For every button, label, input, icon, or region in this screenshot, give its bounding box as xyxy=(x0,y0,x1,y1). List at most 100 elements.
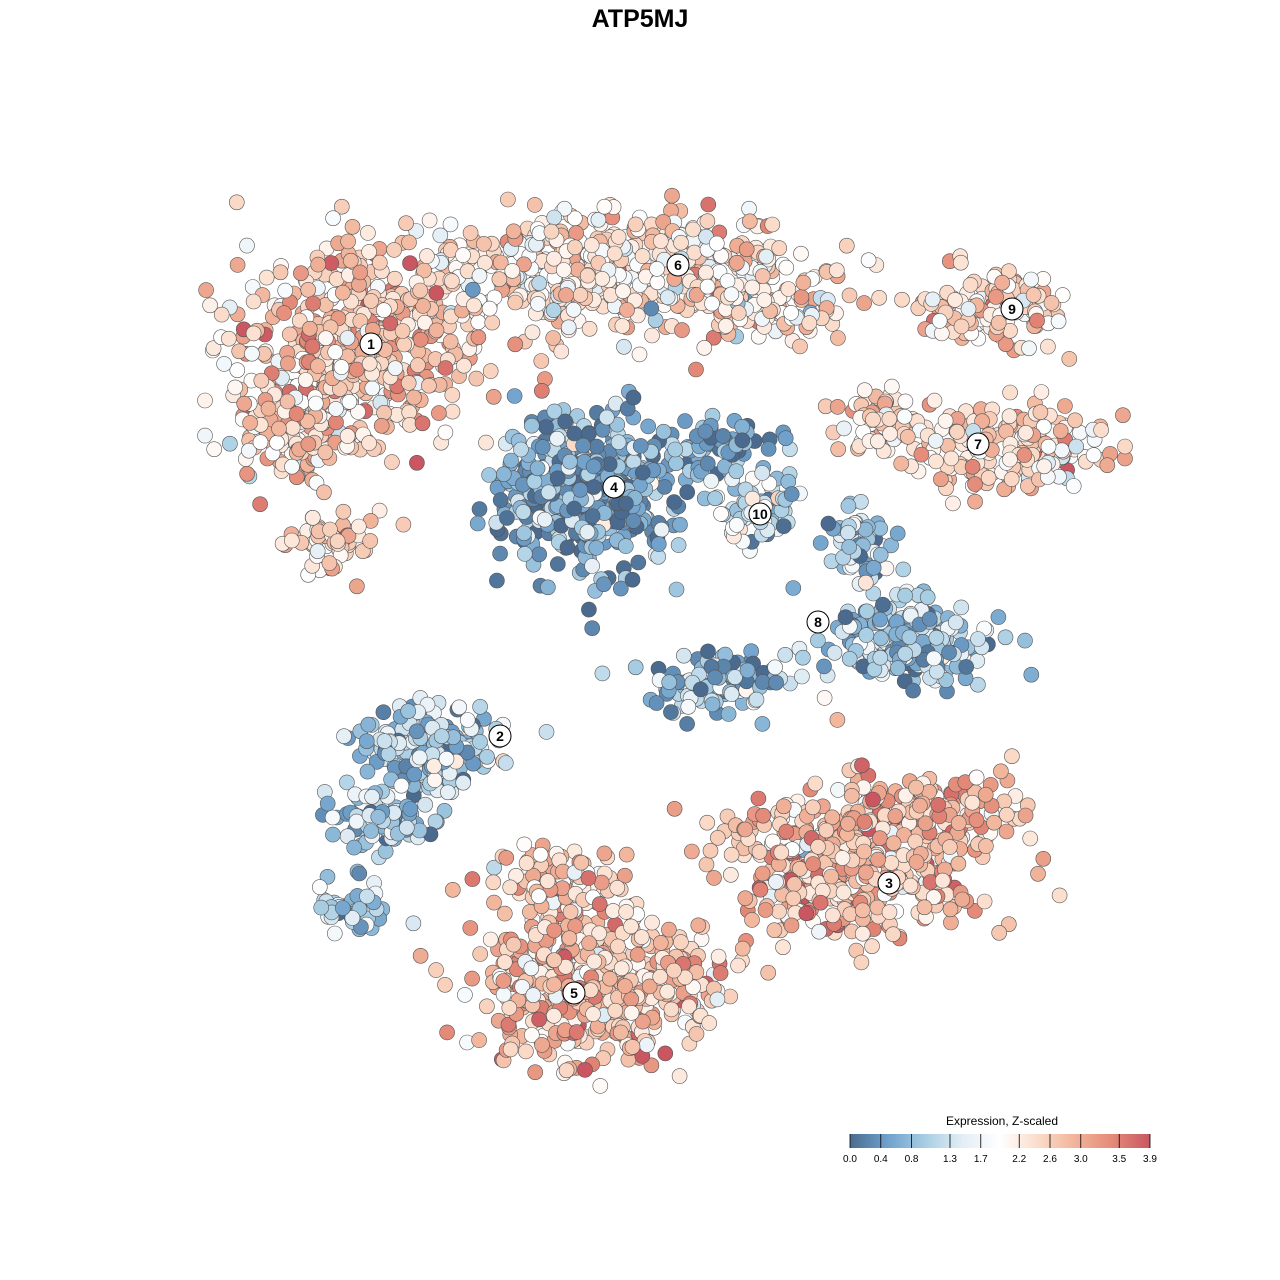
scatter-point xyxy=(810,632,826,649)
scatter-point xyxy=(760,441,777,457)
scatter-point xyxy=(816,658,832,675)
scatter-point xyxy=(702,842,719,859)
scatter-point xyxy=(1023,666,1040,683)
colorbar-tick-label: 2.6 xyxy=(1043,1154,1057,1165)
scatter-point xyxy=(927,432,944,449)
scatter-point xyxy=(495,973,512,989)
scatter-point xyxy=(752,881,769,898)
scatter-point xyxy=(661,674,678,691)
scatter-point xyxy=(533,382,550,399)
scatter-point xyxy=(596,845,613,862)
scatter-point xyxy=(612,1024,629,1041)
scatter-point xyxy=(376,302,392,319)
scatter-point xyxy=(883,378,900,395)
scatter-point xyxy=(990,609,1007,625)
scatter-point xyxy=(887,808,904,824)
scatter-point xyxy=(530,888,547,905)
scatter-point xyxy=(505,223,522,240)
scatter-point xyxy=(883,537,899,554)
scatter-point xyxy=(865,791,881,808)
scatter-point xyxy=(540,484,557,501)
scatter-point xyxy=(436,802,453,819)
scatter-point xyxy=(468,370,485,387)
scatter-point xyxy=(437,360,454,376)
scatter-point xyxy=(652,935,669,951)
scatter-point xyxy=(585,1006,601,1022)
scatter-point xyxy=(854,757,870,774)
scatter-point xyxy=(349,578,365,595)
scatter-point xyxy=(921,611,938,627)
scatter-point xyxy=(1117,438,1133,455)
scatter-point xyxy=(229,362,246,379)
scatter-point xyxy=(777,646,794,663)
scatter-point xyxy=(812,894,829,911)
scatter-point xyxy=(764,216,781,233)
scatter-point xyxy=(720,706,737,722)
scatter-point xyxy=(439,1024,455,1041)
scatter-point xyxy=(507,336,524,353)
scatter-point xyxy=(444,403,461,420)
scatter-point xyxy=(472,698,488,715)
scatter-point xyxy=(371,254,388,271)
scatter-point xyxy=(964,794,981,811)
scatter-point xyxy=(1016,447,1033,463)
scatter-point xyxy=(568,1024,585,1040)
scatter-point xyxy=(387,360,404,377)
scatter-point xyxy=(339,330,356,346)
scatter-point xyxy=(754,716,771,732)
scatter-point xyxy=(707,490,723,507)
scatter-point xyxy=(630,554,647,571)
scatter-point xyxy=(967,493,983,510)
scatter-point xyxy=(410,357,426,373)
scatter-point xyxy=(672,516,688,533)
scatter-point xyxy=(393,777,410,794)
scatter-point xyxy=(406,766,423,783)
scatter-point xyxy=(360,716,377,733)
scatter-point xyxy=(326,925,343,942)
scatter-point xyxy=(807,775,824,792)
scatter-point xyxy=(810,838,826,855)
scatter-point xyxy=(281,326,298,343)
scatter-point xyxy=(1093,422,1109,438)
scatter-point xyxy=(358,733,375,750)
scatter-point xyxy=(872,611,888,628)
scatter-point xyxy=(481,467,497,483)
scatter-point xyxy=(440,784,456,801)
scatter-point xyxy=(688,1026,705,1042)
scatter-point xyxy=(671,1068,688,1084)
scatter-point xyxy=(507,294,524,311)
scatter-point xyxy=(1025,287,1042,303)
scatter-point xyxy=(668,581,685,598)
scatter-point xyxy=(889,525,906,542)
scatter-point xyxy=(794,668,810,685)
scatter-point xyxy=(455,247,471,263)
scatter-point xyxy=(555,262,572,278)
scatter-point xyxy=(824,907,841,924)
scatter-point xyxy=(361,355,378,372)
colorbar-tick-label: 1.3 xyxy=(943,1154,957,1165)
scatter-point xyxy=(707,669,723,686)
scatter-point xyxy=(905,682,921,699)
scatter-point xyxy=(444,387,461,403)
scatter-point xyxy=(912,797,928,814)
scatter-point xyxy=(305,295,321,312)
scatter-point xyxy=(280,355,296,372)
scatter-point xyxy=(1002,451,1018,468)
scatter-point xyxy=(793,289,810,305)
scatter-point xyxy=(812,535,829,551)
scatter-point xyxy=(683,843,700,860)
scatter-point xyxy=(610,938,626,955)
scatter-point xyxy=(615,283,631,300)
scatter-point xyxy=(872,546,889,563)
scatter-point xyxy=(718,318,734,334)
scatter-point xyxy=(523,417,540,434)
scatter-point xyxy=(1035,850,1052,867)
scatter-point xyxy=(968,769,985,786)
scatter-point xyxy=(700,643,716,660)
scatter-point xyxy=(283,532,300,549)
scatter-point xyxy=(741,213,758,230)
scatter-point xyxy=(824,809,841,826)
scatter-point xyxy=(895,561,912,578)
scatter-point xyxy=(428,285,445,301)
scatter-point xyxy=(894,291,910,308)
